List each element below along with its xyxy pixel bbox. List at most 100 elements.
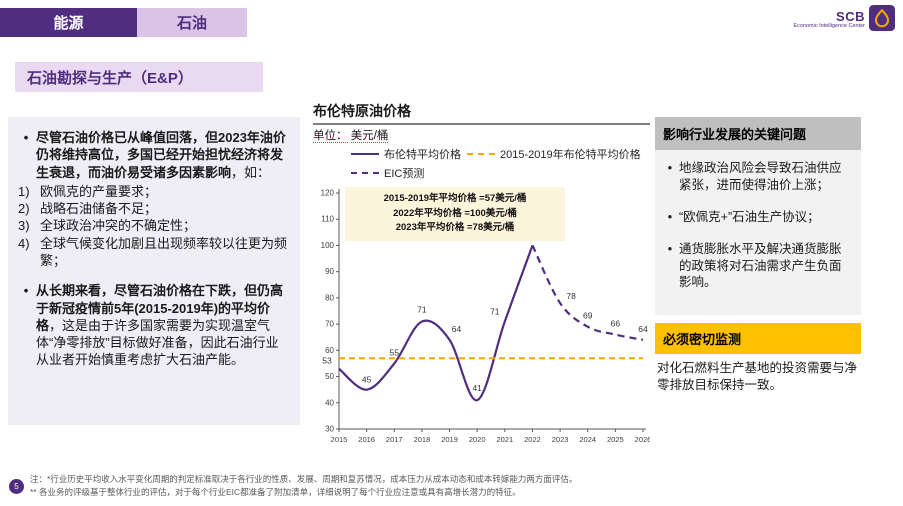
svg-text:64: 64 (452, 324, 462, 334)
annotation-line-1: 2015-2019年平均价格 =57美元/桶 (383, 193, 527, 204)
key-issues-content: • 地缘政治风险会导致石油供应紧张，进而使得油价上涨； • “欧佩克+”石油生产… (655, 150, 861, 315)
svg-text:2017: 2017 (386, 435, 403, 444)
numbered-item-3: 3) 全球政治冲突的不确定性； (16, 217, 290, 234)
svg-text:55: 55 (390, 347, 400, 357)
scb-eic-logo: SCB Economic Intelligence Center (793, 5, 895, 36)
svg-text:30: 30 (325, 425, 334, 434)
svg-text:2016: 2016 (358, 435, 375, 444)
monitor-text: 对化石燃料生产基地的投资需要与净零排放目标保持一致。 (657, 361, 858, 392)
bullet-1-text: 尽管石油价格已从峰值回落，但2023年油价仍将维持高位，多国已经开始担忧经济将发… (36, 130, 286, 180)
numbered-item-4: 4) 全球气候变化加剧且出现频率较以往更为频繁； (16, 235, 290, 270)
section-title: 石油勘探与生产（E&P） (15, 62, 263, 92)
bullet-dot: • (23, 130, 29, 145)
bullet-dot: • (667, 209, 673, 224)
brent-chart-block: 布伦特原油价格 单位： 美元/桶 布伦特平均价格 2015-2019年布伦特平均… (313, 101, 650, 455)
key-issue-3: • 通货膨胀水平及解决通货膨胀的政策将对石油需求产生负面影响。 (661, 241, 853, 292)
item-number: 1) (18, 183, 30, 199)
svg-text:2026: 2026 (635, 435, 650, 444)
svg-text:2021: 2021 (496, 435, 513, 444)
bullet-dot: • (667, 241, 673, 256)
footnote-line-2: ** 各业务的评级基于整体行业的评估，对于每个行业EIC都准备了附加清单，详细说… (30, 486, 521, 497)
svg-text:50: 50 (325, 372, 334, 381)
key-issue-text: “欧佩克+”石油生产协议； (679, 209, 820, 224)
unit-value: 美元/桶 (350, 130, 389, 143)
purple-dashed-swatch (351, 172, 379, 174)
item-text: 战略石油储备不足； (40, 201, 158, 217)
logo-subtitle-text: Economic Intelligence Center (793, 23, 865, 30)
legend-item-forecast: EIC预测 (351, 165, 424, 181)
legend-label: 2015-2019年布伦特平均价格 (500, 149, 641, 161)
bullet-2-text: 从长期来看，尽管石油价格在下跌，但仍高于新冠疫情前5年(2015-2019年)的… (36, 283, 284, 368)
item-number: 2) (18, 201, 30, 217)
svg-text:66: 66 (611, 319, 621, 329)
item-text: 全球气候变化加剧且出现频率较以往更为频繁； (40, 235, 288, 268)
legend-item-average: 2015-2019年布伦特平均价格 (467, 146, 641, 162)
bullet-dot: • (667, 161, 673, 175)
svg-text:64: 64 (638, 324, 648, 334)
chart-legend-row-2: EIC预测 (351, 165, 650, 181)
item-text: 欧佩克的产量要求； (40, 183, 158, 199)
item-number: 4) (18, 235, 30, 251)
brent-chart-svg: 30 40 50 60 70 80 90 100 110 120 2015 2016 2017 2018 2… (321, 189, 650, 445)
svg-text:80: 80 (325, 293, 334, 302)
solid-line-swatch (351, 153, 379, 155)
svg-text:45: 45 (362, 375, 372, 385)
unit-prefix: 单位： (313, 130, 348, 143)
key-issue-text: 地缘政治风险会导致石油供应紧张，进而使得油价上涨； (679, 161, 842, 192)
svg-text:2024: 2024 (579, 435, 596, 444)
svg-text:70: 70 (325, 320, 334, 329)
monitor-header: 必须密切监测 (655, 323, 861, 354)
tab-oil[interactable]: 石油 (137, 8, 247, 37)
svg-text:110: 110 (321, 215, 334, 224)
item-number: 3) (18, 218, 30, 234)
chart-legend-row-1: 布伦特平均价格 2015-2019年布伦特平均价格 (351, 146, 650, 162)
annotation-line-3: 2023年平均价格 =78美元/桶 (395, 222, 515, 234)
svg-text:2025: 2025 (607, 435, 624, 444)
svg-text:2023: 2023 (552, 435, 569, 444)
page-number-badge: 5 (9, 479, 24, 494)
key-issue-text: 通货膨胀水平及解决通货膨胀的政策将对石油需求产生负面影响。 (679, 241, 842, 290)
svg-text:41: 41 (472, 383, 482, 393)
numbered-item-2: 2) 战略石油储备不足； (16, 200, 290, 217)
svg-text:2022: 2022 (524, 435, 541, 444)
scb-arch-icon (869, 5, 895, 36)
svg-text:69: 69 (583, 311, 593, 321)
svg-text:100: 100 (321, 241, 335, 250)
right-panel: 影响行业发展的关键问题 • 地缘政治风险会导致石油供应紧张，进而使得油价上涨； … (655, 117, 861, 394)
svg-text:60: 60 (325, 346, 334, 355)
chart-annotation-box: 2015-2019年平均价格 =57美元/桶 2022年平均价格 =100美元/… (345, 187, 565, 242)
svg-text:2015: 2015 (331, 435, 348, 444)
legend-label: EIC预测 (384, 168, 425, 180)
svg-text:71: 71 (417, 304, 427, 314)
svg-text:120: 120 (321, 189, 335, 198)
chart-title-rule (313, 123, 650, 125)
bullet-paragraph-2: • 从长期来看，尽管石油价格在下跌，但仍高于新冠疫情前5年(2015-2019年… (16, 282, 290, 368)
item-text: 全球政治冲突的不确定性； (40, 218, 197, 234)
orange-dashed-swatch (467, 153, 495, 155)
left-commentary-panel: • 尽管石油价格已从峰值回落，但2023年油价仍将维持高位，多国已经开始担忧经济… (8, 117, 300, 425)
footnote-line-1: 注：*行业历史平均收入水平变化周期的判定标准取决于各行业的性质、发展、周期和复苏… (30, 474, 578, 484)
key-issue-2: • “欧佩克+”石油生产协议； (661, 209, 853, 226)
tab-energy[interactable]: 能源 (0, 8, 137, 37)
chart-unit-label: 单位： 美元/桶 (313, 127, 650, 143)
legend-label: 布伦特平均价格 (384, 149, 461, 161)
bullet-dot: • (23, 283, 29, 299)
logo-brand-text: SCB (836, 9, 865, 25)
key-issue-1: • 地缘政治风险会导致石油供应紧张，进而使得油价上涨； (661, 160, 853, 194)
svg-text:53: 53 (322, 356, 332, 366)
svg-text:2019: 2019 (441, 435, 458, 444)
bullet-paragraph-1: • 尽管石油价格已从峰值回落，但2023年油价仍将维持高位，多国已经开始担忧经济… (16, 129, 290, 181)
svg-text:40: 40 (325, 398, 334, 407)
svg-text:78: 78 (566, 291, 576, 301)
key-issues-header: 影响行业发展的关键问题 (655, 117, 861, 150)
chart-title: 布伦特原油价格 (313, 103, 411, 119)
numbered-item-1: 1) 欧佩克的产量要求； (16, 183, 290, 200)
footnotes: 注：*行业历史平均收入水平变化周期的判定标准取决于各行业的性质、发展、周期和复苏… (30, 473, 875, 499)
legend-item-actual: 布伦特平均价格 (351, 146, 461, 162)
annotation-line-2: 2022年平均价格 =100美元/桶 (393, 207, 517, 219)
svg-text:90: 90 (325, 267, 334, 276)
svg-text:71: 71 (490, 306, 500, 316)
svg-text:2018: 2018 (414, 435, 431, 444)
svg-text:2020: 2020 (469, 435, 486, 444)
